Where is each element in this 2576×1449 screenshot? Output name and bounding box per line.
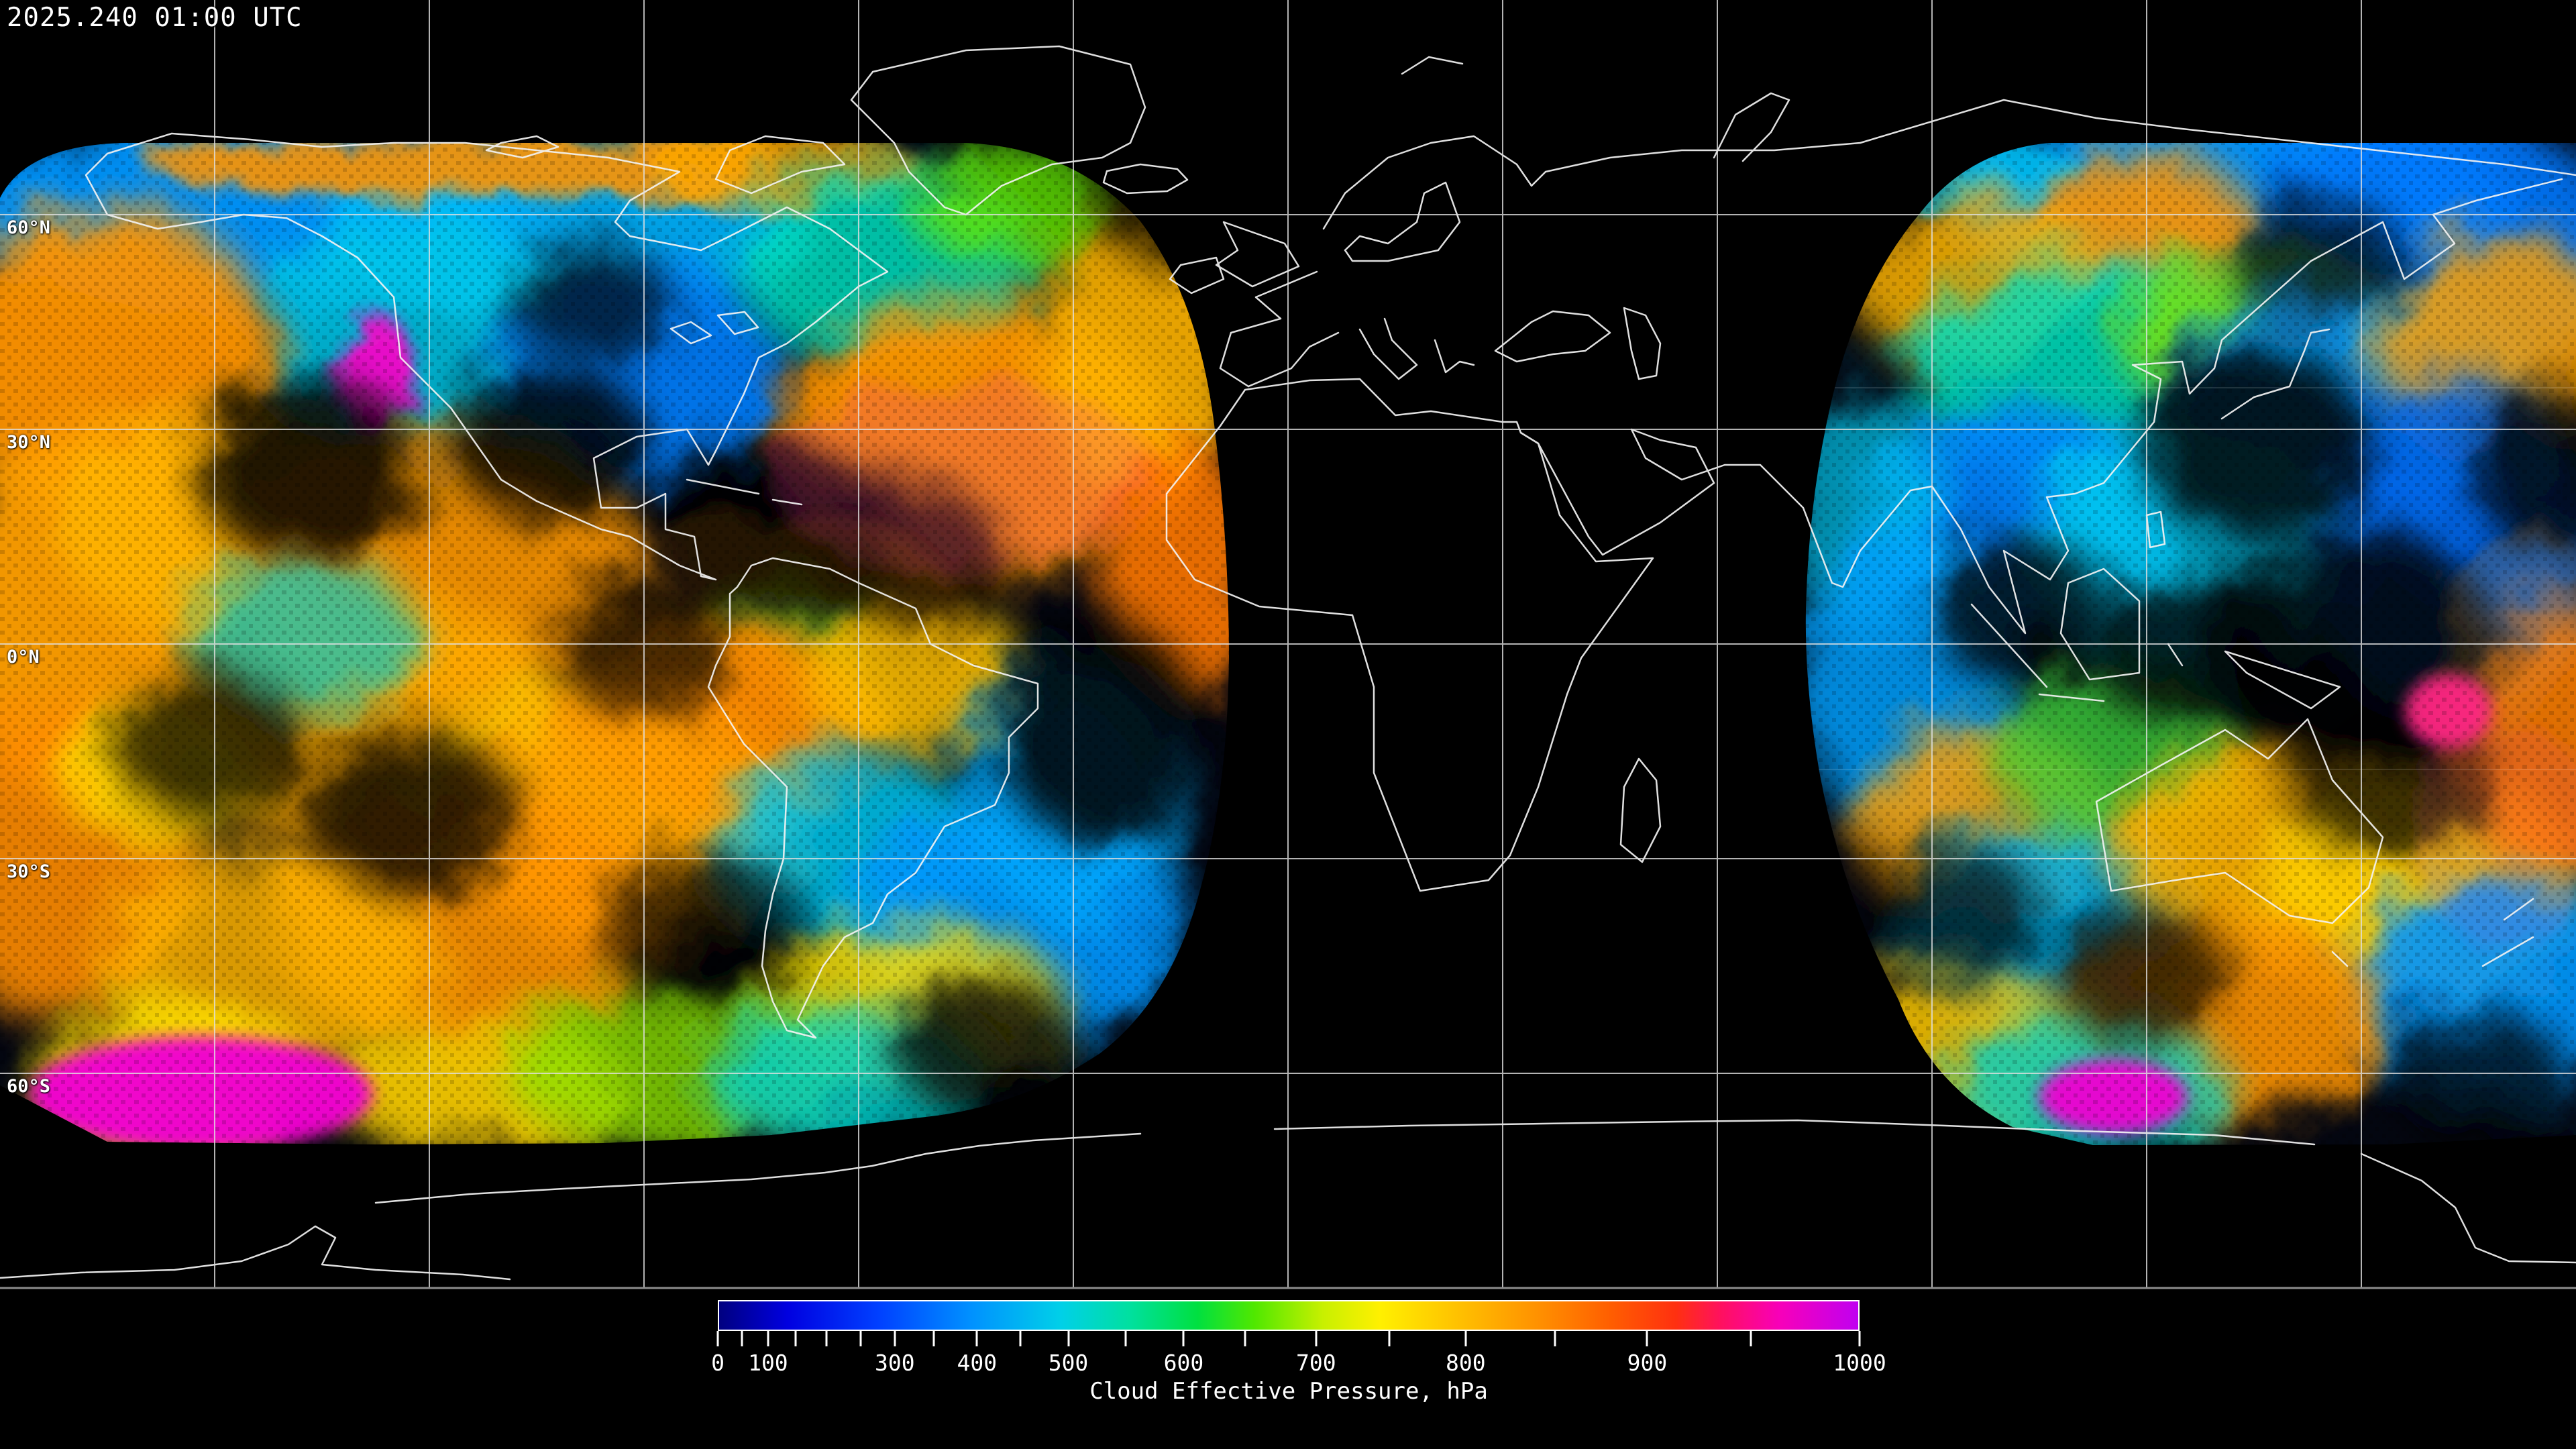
graticule bbox=[0, 0, 2576, 1288]
latitude-label-60s: 60°S bbox=[7, 1076, 51, 1097]
colorbar-major-tick bbox=[716, 1331, 719, 1346]
colorbar-tick-label: 400 bbox=[957, 1350, 998, 1376]
colorbar-title: Cloud Effective Pressure, hPa bbox=[1089, 1378, 1488, 1405]
colorbar-major-tick bbox=[1858, 1331, 1861, 1346]
latitude-label-30n: 30°N bbox=[7, 432, 51, 453]
colorbar-tick-label: 600 bbox=[1163, 1350, 1204, 1376]
latitude-label-60n: 60°N bbox=[7, 217, 51, 238]
coastlines bbox=[0, 45, 2576, 1281]
colorbar-major-tick bbox=[1464, 1331, 1467, 1346]
colorbar-gradient bbox=[718, 1300, 1860, 1331]
colorbar-minor-tick bbox=[1388, 1331, 1391, 1346]
colorbar-major-tick bbox=[1182, 1331, 1185, 1346]
colorbar-minor-tick bbox=[794, 1331, 797, 1346]
colorbar-ticks bbox=[716, 1331, 1861, 1347]
colorbar-tick-label: 1000 bbox=[1833, 1350, 1886, 1376]
colorbar-minor-tick bbox=[932, 1331, 935, 1346]
colorbar-minor-tick bbox=[859, 1331, 862, 1346]
colorbar-major-tick bbox=[975, 1331, 978, 1346]
colorbar-minor-tick bbox=[1554, 1331, 1556, 1346]
colorbar-minor-tick bbox=[1244, 1331, 1246, 1346]
colorbar-tick-label: 0 bbox=[711, 1350, 724, 1376]
colorbar-minor-tick bbox=[1019, 1331, 1022, 1346]
colorbar-minor-tick bbox=[1750, 1331, 1752, 1346]
timestamp-label: 2025.240 01:00 UTC bbox=[7, 3, 303, 33]
colorbar-tick-label: 300 bbox=[874, 1350, 915, 1376]
colorbar-tick-label: 500 bbox=[1048, 1350, 1089, 1376]
colorbar-tick-label: 900 bbox=[1627, 1350, 1668, 1376]
colorbar-major-tick bbox=[894, 1331, 896, 1346]
latitude-label-30s: 30°S bbox=[7, 861, 51, 882]
colorbar-tick-label: 700 bbox=[1296, 1350, 1336, 1376]
colorbar-major-tick bbox=[1646, 1331, 1648, 1346]
colorbar-minor-tick bbox=[825, 1331, 828, 1346]
colorbar-tick-label: 100 bbox=[748, 1350, 788, 1376]
colorbar-tick-label: 800 bbox=[1445, 1350, 1486, 1376]
colorbar-major-tick bbox=[767, 1331, 769, 1346]
left-swath bbox=[0, 143, 1229, 1144]
colorbar-minor-tick bbox=[741, 1331, 743, 1346]
colorbar: Cloud Effective Pressure, hPa 0 100 300 400… bbox=[711, 1300, 1886, 1407]
colorbar-minor-tick bbox=[1124, 1331, 1127, 1346]
colorbar-major-tick bbox=[1067, 1331, 1069, 1346]
latitude-label-0n: 0°N bbox=[7, 647, 40, 667]
right-swath bbox=[1805, 143, 2576, 1145]
colorbar-major-tick bbox=[1315, 1331, 1318, 1346]
